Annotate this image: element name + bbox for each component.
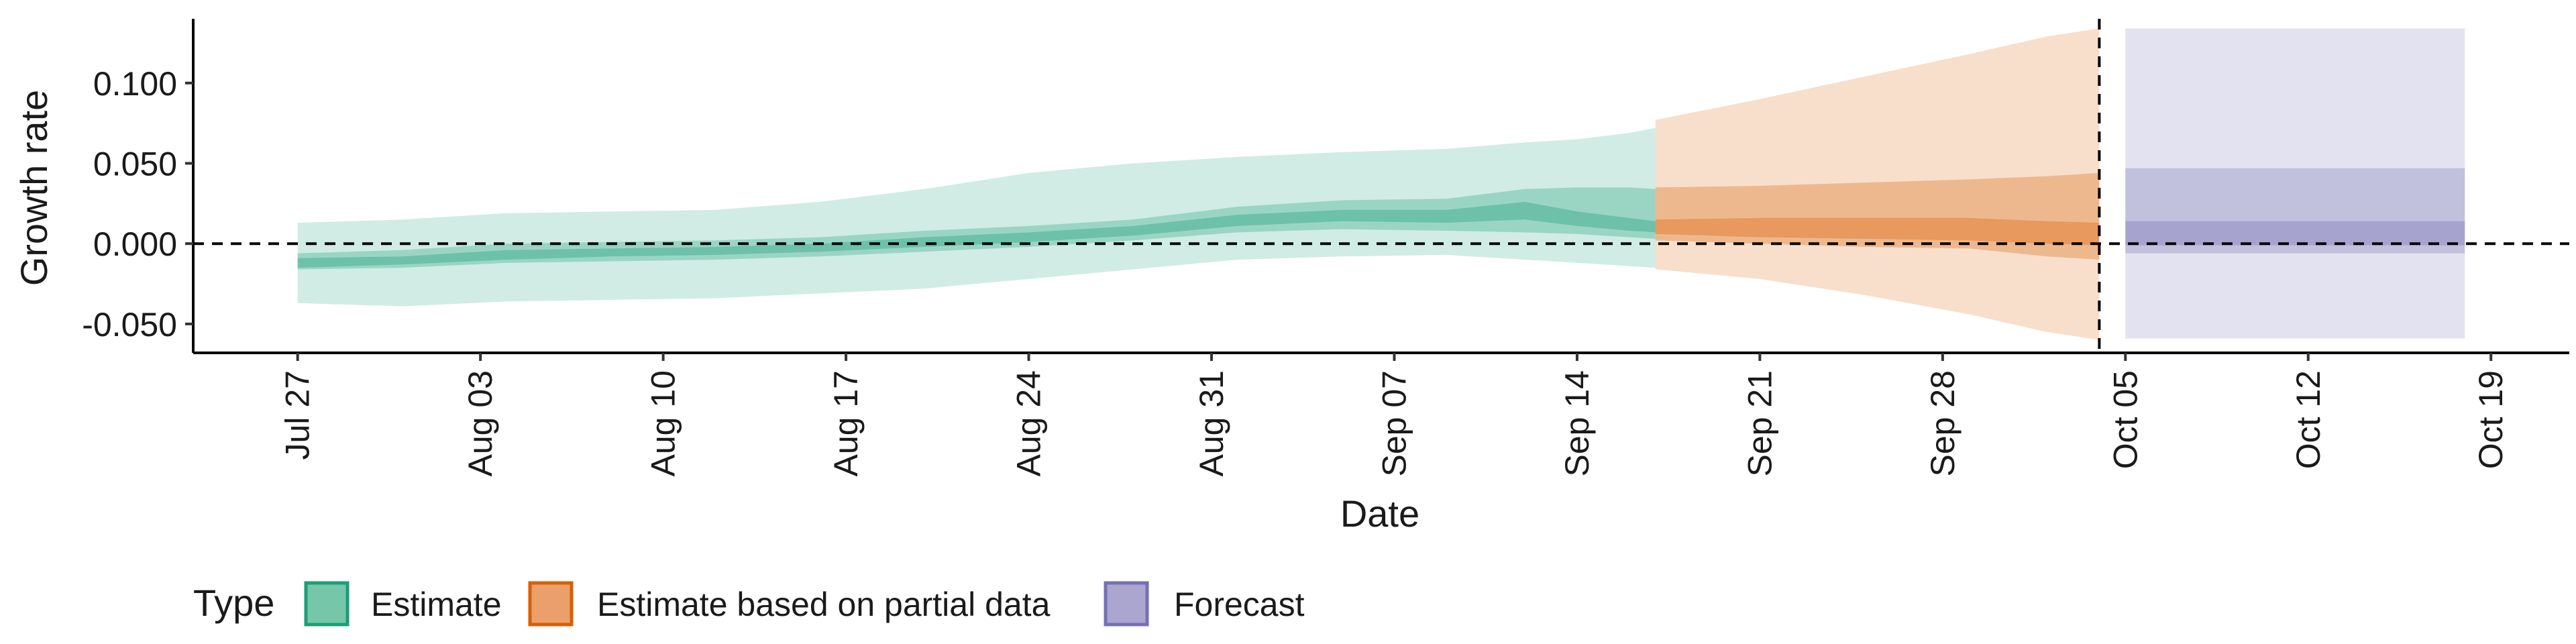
x-tick-label: Oct 05	[2106, 370, 2144, 469]
x-tick-label: Sep 21	[1741, 370, 1778, 476]
series-estimate	[297, 127, 1656, 307]
legend-label-estimate-based-on-partial-data: Estimate based on partial data	[597, 586, 1051, 623]
credible-band-50	[2125, 168, 2465, 254]
legend-key-estimate-based-on-partial-data	[528, 581, 574, 627]
x-tick-label: Sep 07	[1376, 370, 1413, 476]
y-axis: 0.100 0.050 0.000 -0.050	[82, 19, 195, 353]
credible-band-50	[297, 187, 1656, 270]
legend: Type Estimate Estimate based on partial d…	[193, 581, 1305, 627]
legend-label-forecast: Forecast	[1174, 586, 1305, 623]
legend-key-estimate	[304, 581, 350, 627]
credible-band-90	[2125, 28, 2465, 339]
legend-label-estimate: Estimate	[371, 586, 502, 623]
x-tick-label: Aug 31	[1193, 370, 1230, 476]
y-tick-label: 0.050	[93, 145, 177, 182]
y-tick-label: 0.000	[93, 225, 177, 263]
x-axis: Jul 27 Aug 03 Aug 10 Aug 17 Aug 24 Aug 31 Sep …	[193, 352, 2569, 476]
y-tick-label: -0.050	[82, 306, 177, 343]
credible-band-50	[1655, 172, 2100, 260]
x-tick-label: Sep 14	[1558, 370, 1596, 476]
credible-band-20	[1655, 217, 2100, 246]
x-tick-label: Oct 19	[2472, 370, 2510, 469]
y-axis-title: Growth rate	[13, 90, 55, 286]
x-tick-label: Aug 17	[827, 370, 865, 476]
credible-band-20	[2125, 221, 2465, 246]
x-tick-label: Sep 28	[1924, 370, 1962, 476]
y-tick-label: 0.100	[93, 65, 177, 103]
legend-title: Type	[193, 582, 274, 624]
credible-band-20	[297, 201, 1656, 268]
x-tick-label: Oct 12	[2290, 370, 2327, 469]
x-tick-label: Aug 10	[645, 370, 682, 476]
x-tick-label: Aug 03	[462, 370, 499, 476]
credible-band-90	[1655, 28, 2100, 340]
legend-key-forecast	[1104, 581, 1149, 627]
x-axis-title: Date	[1340, 492, 1419, 535]
series-forecast	[2125, 28, 2465, 339]
credible-band-90	[297, 127, 1656, 307]
x-tick-label: Jul 27	[279, 370, 317, 460]
x-tick-label: Aug 24	[1010, 370, 1048, 476]
plot-area	[193, 19, 2569, 353]
series-estimate-based-on-partial-data	[1655, 28, 2100, 340]
